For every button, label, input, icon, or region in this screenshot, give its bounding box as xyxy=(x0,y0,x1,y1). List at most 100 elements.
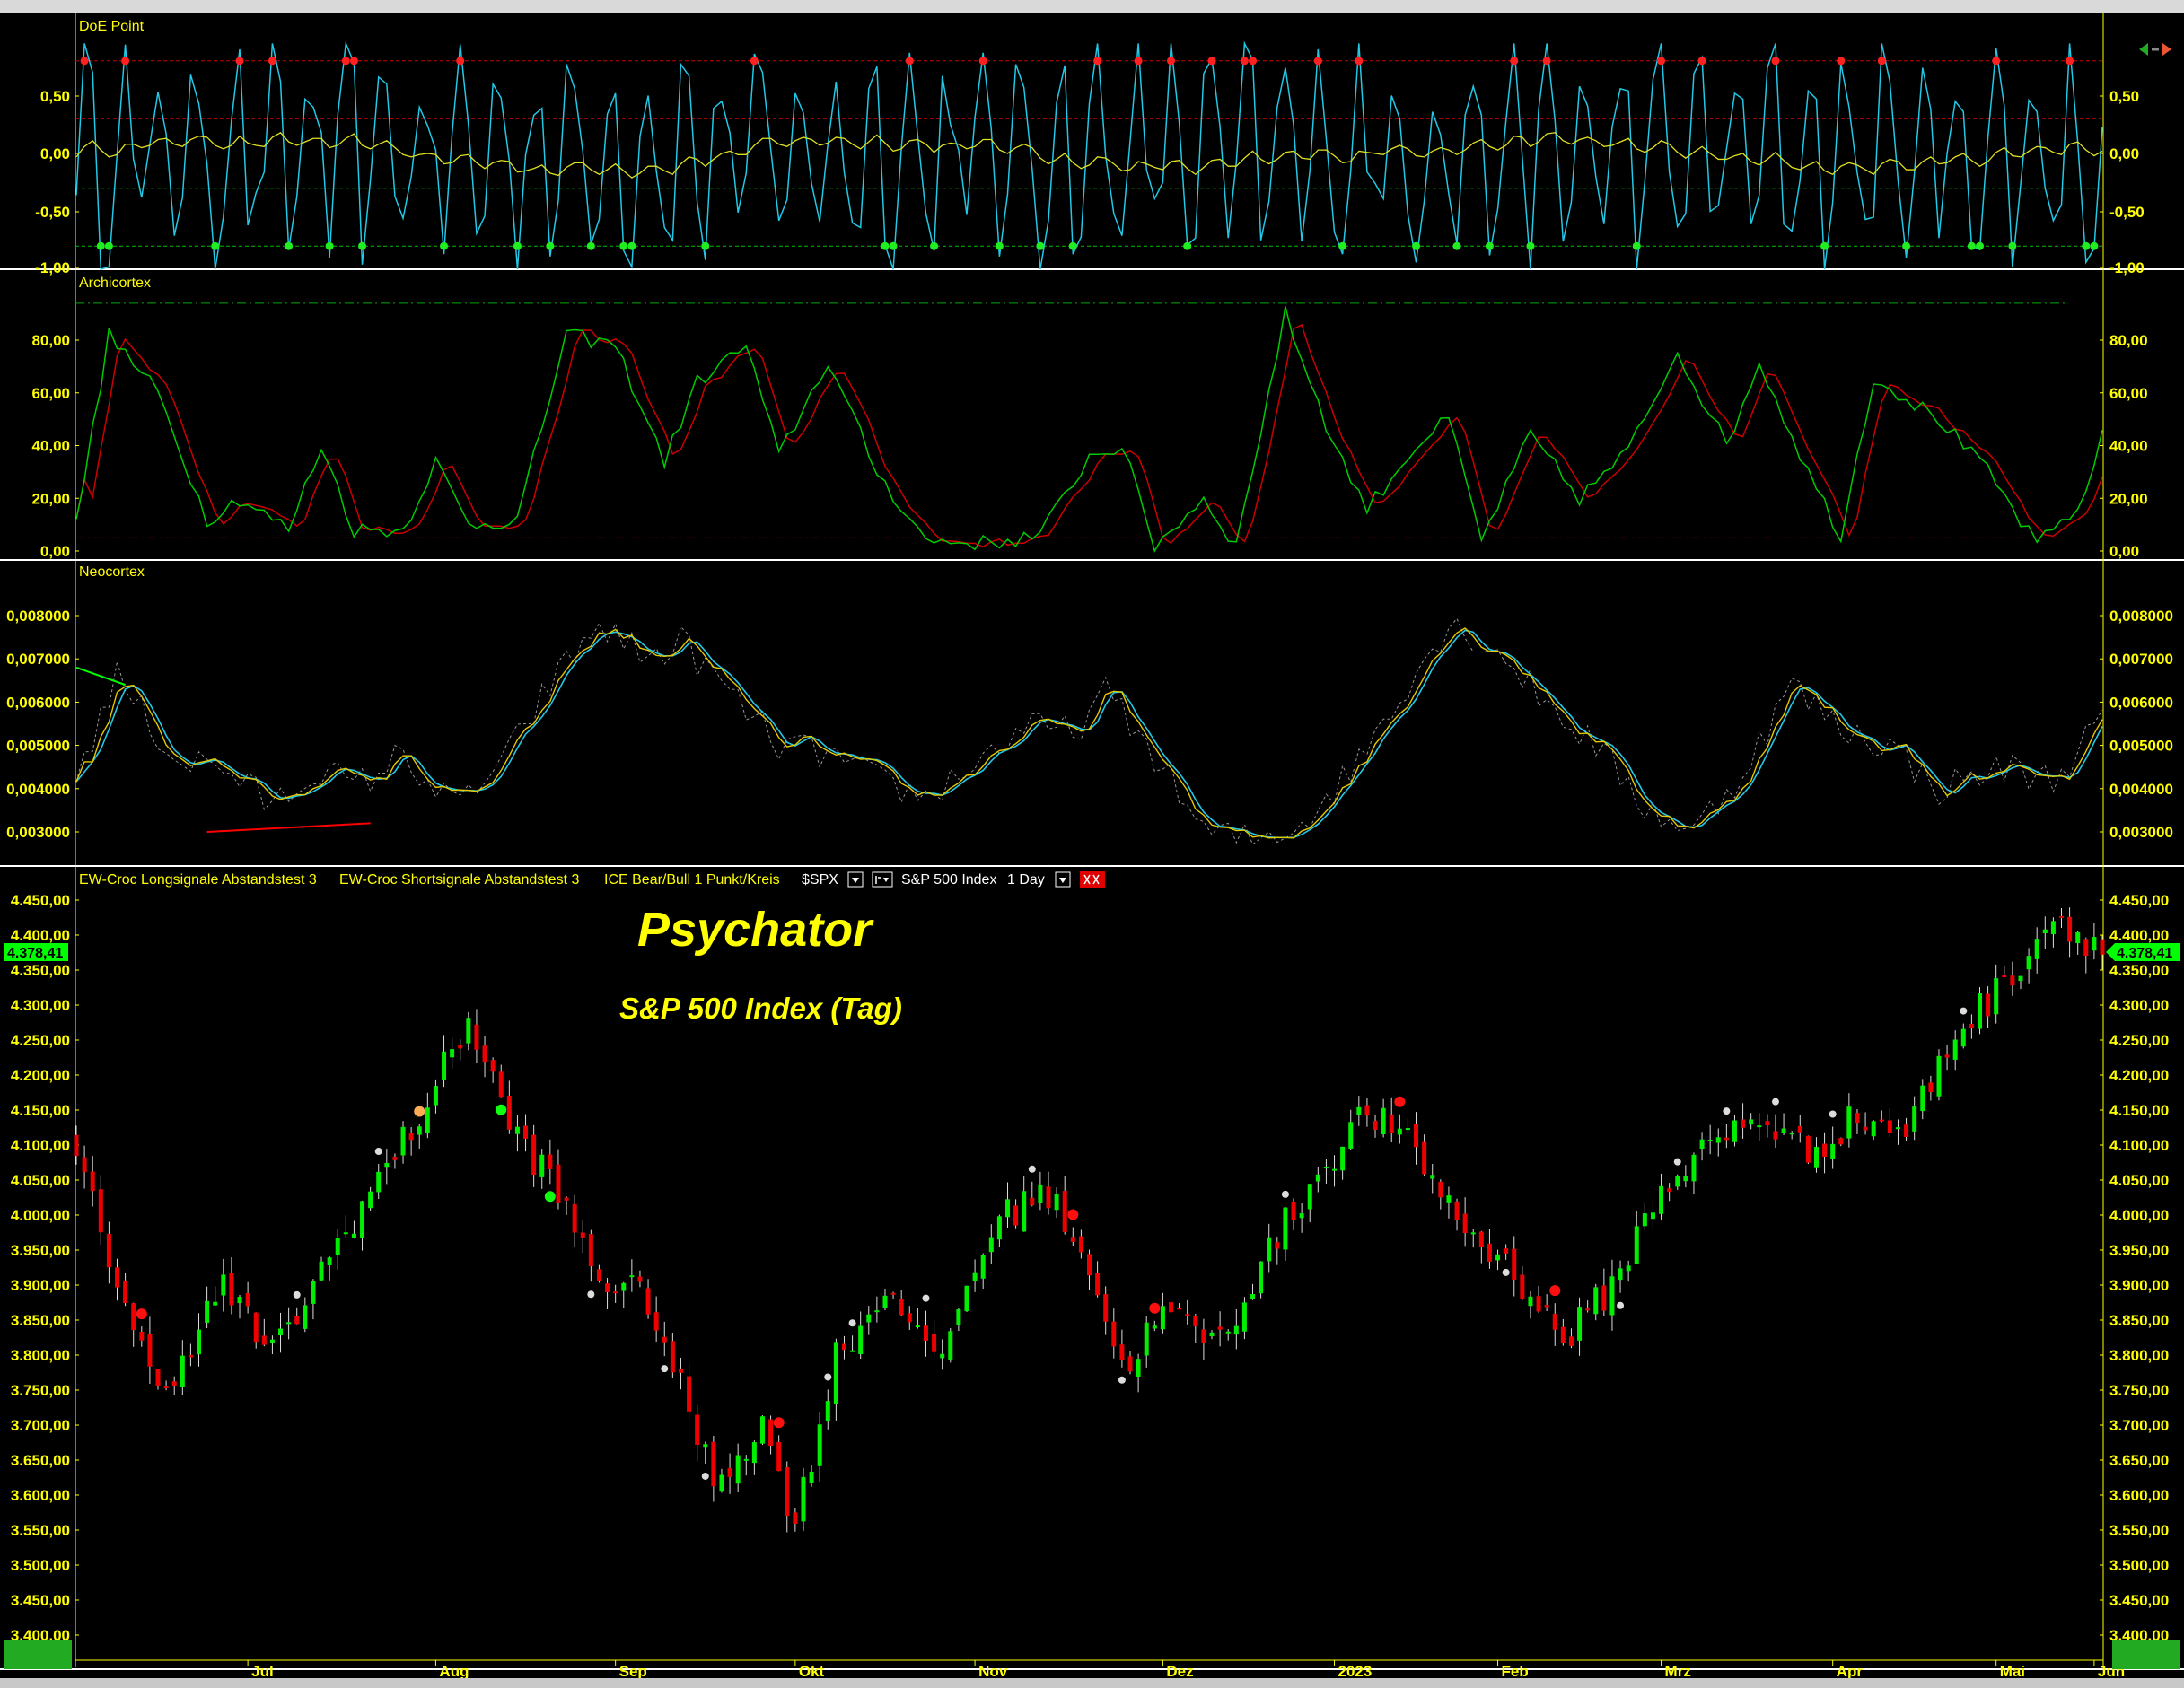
candle-body xyxy=(90,1171,95,1192)
candle-body xyxy=(1789,1133,1794,1135)
signal-dot xyxy=(848,1319,856,1327)
candle-body xyxy=(1397,1128,1402,1135)
legend-symbol[interactable]: $SPX xyxy=(802,872,838,888)
candle-body xyxy=(1691,1154,1697,1182)
candle-body xyxy=(466,1018,471,1044)
month-label: Dez xyxy=(1166,1663,1193,1680)
candle-body xyxy=(1601,1285,1607,1311)
candle-body xyxy=(1952,1039,1958,1060)
candle-body xyxy=(351,1233,356,1238)
candle-body xyxy=(392,1157,398,1160)
candle-body xyxy=(1879,1119,1884,1122)
candle-body xyxy=(163,1386,169,1389)
doe-bottom-dot xyxy=(325,241,334,250)
candle-body xyxy=(841,1343,846,1351)
price-tick-label-left: 4.450,00 xyxy=(11,892,70,909)
neo-tick-label-left: 0,007000 xyxy=(6,651,70,668)
scroll-left-thumb[interactable] xyxy=(4,1640,72,1669)
candle-body xyxy=(1267,1237,1272,1262)
archi-tick-label-right: 60,00 xyxy=(2109,385,2148,402)
doe-bottom-dot xyxy=(211,241,220,250)
legend-ice[interactable]: ICE Bear/Bull 1 Punkt/Kreis xyxy=(604,872,780,888)
candle-body xyxy=(948,1331,953,1360)
candle-body xyxy=(155,1369,161,1386)
candle-body xyxy=(1560,1326,1566,1343)
doe-top-dot xyxy=(349,57,358,66)
candle-body xyxy=(670,1341,675,1373)
month-label: Jul xyxy=(251,1663,274,1680)
candle-body xyxy=(1323,1167,1329,1169)
candle-body xyxy=(825,1401,830,1421)
chart-type-button[interactable] xyxy=(872,871,893,888)
last-price-right: 4.378,41 xyxy=(2117,946,2172,961)
candle-body xyxy=(768,1419,774,1447)
candle-body xyxy=(1438,1181,1443,1198)
legend-short-signals[interactable]: EW-Croc Shortsignale Abstandstest 3 xyxy=(339,872,579,888)
symbol-dropdown-button[interactable] xyxy=(847,871,864,888)
candle-body xyxy=(197,1329,202,1355)
doe-top-dot xyxy=(1207,57,1216,66)
price-candles xyxy=(74,907,2105,1533)
doe-bottom-dot xyxy=(1183,241,1192,250)
price-tick-label-right: 4.450,00 xyxy=(2109,892,2169,909)
candle-body xyxy=(809,1472,814,1483)
candle-body xyxy=(653,1312,659,1331)
doe-bottom-dot xyxy=(104,241,113,250)
close-indicator-button[interactable] xyxy=(1080,871,1105,888)
archi-tick-label-right: 20,00 xyxy=(2109,490,2148,507)
candle-body xyxy=(1895,1127,1900,1130)
archi-pane-title: Archicortex xyxy=(79,276,151,291)
doe-bottom-dot xyxy=(285,241,294,250)
candle-body xyxy=(1969,1023,1974,1029)
horizontal-scrollbar[interactable] xyxy=(0,1678,2184,1688)
candle-body xyxy=(1618,1268,1623,1281)
candle-body xyxy=(384,1162,390,1168)
month-label: Nov xyxy=(978,1663,1008,1680)
doe-bottom-dot xyxy=(2090,241,2099,250)
candle-body xyxy=(245,1292,250,1307)
doe-bottom-dot xyxy=(1975,241,1984,250)
doe-top-dot xyxy=(1657,57,1666,66)
candle-body xyxy=(645,1288,651,1315)
neo-tick-label-left: 0,008000 xyxy=(6,608,70,625)
candle-body xyxy=(1250,1294,1256,1300)
price-tick-label-left: 3.600,00 xyxy=(11,1487,70,1504)
candle-body xyxy=(376,1171,382,1193)
candle-body xyxy=(613,1291,618,1294)
navigate-arrows-icon[interactable] xyxy=(2139,43,2171,56)
neo-dotted-line xyxy=(75,617,2103,845)
candle-body xyxy=(596,1269,601,1281)
candle-body xyxy=(1022,1191,1027,1232)
price-tick-label-right: 3.800,00 xyxy=(2109,1347,2169,1364)
candle-body xyxy=(171,1381,177,1386)
candle-body xyxy=(621,1282,627,1291)
price-tick-label-left: 4.200,00 xyxy=(11,1067,70,1084)
interval-dropdown-button[interactable] xyxy=(1055,871,1071,888)
signal-dot xyxy=(544,1191,556,1203)
doe-bottom-dot xyxy=(627,241,636,250)
neo-tick-label-left: 0,005000 xyxy=(6,738,70,755)
doe-bottom-dot xyxy=(1452,241,1461,250)
candle-body xyxy=(1356,1106,1362,1115)
candle-body xyxy=(458,1045,463,1049)
doe-top-dot xyxy=(1697,57,1706,66)
candle-body xyxy=(2050,921,2056,935)
signal-dot xyxy=(1281,1190,1289,1198)
candle-body xyxy=(1160,1306,1165,1330)
scroll-right-thumb[interactable] xyxy=(2112,1640,2180,1669)
price-tick-label-right: 3.850,00 xyxy=(2109,1312,2169,1329)
candle-body xyxy=(972,1272,978,1281)
last-price-tag-right: 4.378,41 xyxy=(2106,943,2180,961)
doe-top-dot xyxy=(121,57,130,66)
candle-body xyxy=(1111,1321,1117,1347)
candle-body xyxy=(980,1255,986,1279)
candle-body xyxy=(343,1232,348,1235)
signal-dot xyxy=(1549,1285,1561,1297)
signal-dot xyxy=(922,1294,930,1302)
archi-tick-label-left: 40,00 xyxy=(31,438,70,455)
doe-top-dot xyxy=(1877,57,1886,66)
doe-tick-label-left: 0,50 xyxy=(40,88,70,105)
legend-long-signals[interactable]: EW-Croc Longsignale Abstandstest 3 xyxy=(79,872,317,888)
candle-body xyxy=(1136,1359,1141,1378)
signal-dot xyxy=(1673,1158,1681,1166)
